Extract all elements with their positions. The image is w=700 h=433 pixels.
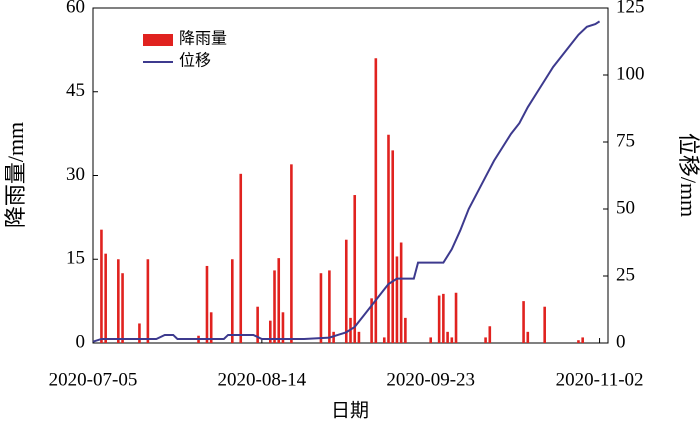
rain-bar (209, 312, 213, 343)
y-tick-label: 15 (66, 248, 85, 269)
rain-bar (391, 150, 395, 343)
rain-bar (281, 312, 285, 343)
y2-axis-title: 位移/mm (676, 133, 700, 217)
rain-bar (437, 295, 441, 343)
rain-bar (522, 301, 525, 343)
x-tick-label: 2020-09-23 (386, 369, 475, 390)
y-tick-label: 45 (66, 80, 85, 101)
rain-bar (382, 337, 386, 343)
rain-bar (138, 323, 141, 343)
rain-bar (395, 256, 399, 343)
rain-bar (387, 134, 390, 343)
rain-bar (231, 259, 234, 343)
rain-bar (374, 58, 378, 343)
rain-bar (117, 259, 120, 343)
rain-bar (290, 164, 293, 343)
rain-bar (526, 331, 530, 343)
rain-bar (357, 331, 361, 343)
plot-frame (92, 7, 609, 344)
rain-bar (273, 270, 276, 343)
rain-bar (446, 331, 449, 343)
y-tick-label: 0 (76, 331, 86, 352)
y2-tick-label: 100 (616, 63, 645, 84)
legend-swatch (143, 34, 173, 46)
rain-bar (353, 195, 357, 343)
rain-bar (256, 306, 259, 343)
rain-bar (205, 265, 209, 343)
y-axis-title: 降雨量/mm (3, 122, 28, 228)
rain-bar (146, 259, 150, 343)
y2-tick-label: 25 (616, 264, 635, 285)
rain-bar (104, 253, 107, 343)
rain-bar (121, 273, 124, 343)
y2-tick-label: 50 (616, 197, 635, 218)
x-tick-label: 2020-08-14 (218, 369, 307, 390)
legend-label: 位移 (179, 52, 211, 70)
rain-bar (454, 292, 458, 343)
legend-label: 降雨量 (179, 30, 227, 48)
rain-bar (344, 239, 348, 343)
rain-bar (277, 258, 281, 343)
rain-bar (399, 242, 403, 343)
rain-bar (239, 173, 243, 343)
x-axis-title: 日期 (331, 399, 369, 421)
x-tick-label: 2020-07-05 (49, 369, 138, 390)
rain-bar (319, 273, 323, 343)
rain-bar (268, 320, 272, 343)
y2-tick-label: 125 (616, 0, 645, 17)
rain-bar (450, 337, 454, 343)
rain-bar (429, 337, 433, 343)
x-tick-label: 2020-11-02 (556, 369, 644, 390)
rain-bar (577, 340, 580, 343)
rain-bar (543, 306, 546, 343)
rain-bar (442, 293, 445, 343)
rain-bar (581, 337, 584, 343)
rain-bar (404, 317, 407, 343)
y2-tick-label: 75 (616, 130, 635, 151)
rain-bar (100, 229, 103, 343)
rain-bar (370, 298, 373, 343)
y2-tick-label: 0 (616, 331, 626, 352)
y-tick-label: 30 (66, 164, 85, 185)
rain-bar (332, 331, 335, 343)
displacement-line (92, 20, 601, 343)
rain-bar (328, 270, 331, 343)
y-tick-label: 60 (66, 0, 85, 17)
rain-bar (484, 337, 487, 343)
rain-bar (488, 326, 492, 343)
